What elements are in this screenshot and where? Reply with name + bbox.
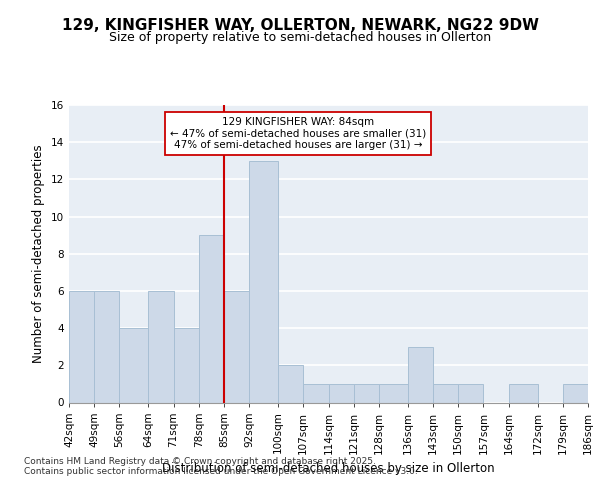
Bar	[119, 328, 148, 402]
Y-axis label: Number of semi-detached properties: Number of semi-detached properties	[32, 144, 46, 363]
Bar	[94, 291, 119, 403]
Bar	[224, 291, 249, 403]
Text: 129 KINGFISHER WAY: 84sqm
← 47% of semi-detached houses are smaller (31)
47% of : 129 KINGFISHER WAY: 84sqm ← 47% of semi-…	[170, 117, 426, 150]
Bar	[509, 384, 538, 402]
Bar	[433, 384, 458, 402]
Text: 129, KINGFISHER WAY, OLLERTON, NEWARK, NG22 9DW: 129, KINGFISHER WAY, OLLERTON, NEWARK, N…	[62, 18, 539, 32]
Bar	[354, 384, 379, 402]
Bar	[199, 235, 224, 402]
X-axis label: Distribution of semi-detached houses by size in Ollerton: Distribution of semi-detached houses by …	[162, 462, 495, 475]
Text: Size of property relative to semi-detached houses in Ollerton: Size of property relative to semi-detach…	[109, 32, 491, 44]
Bar	[379, 384, 408, 402]
Bar	[458, 384, 484, 402]
Bar	[408, 346, 433, 403]
Bar	[329, 384, 354, 402]
Bar	[278, 366, 303, 403]
Bar	[173, 328, 199, 402]
Text: Contains HM Land Registry data © Crown copyright and database right 2025.: Contains HM Land Registry data © Crown c…	[24, 458, 376, 466]
Text: Contains public sector information licensed under the Open Government Licence v3: Contains public sector information licen…	[24, 468, 418, 476]
Bar	[69, 291, 94, 403]
Bar	[563, 384, 588, 402]
Bar	[249, 161, 278, 402]
Bar	[303, 384, 329, 402]
Bar	[148, 291, 173, 403]
